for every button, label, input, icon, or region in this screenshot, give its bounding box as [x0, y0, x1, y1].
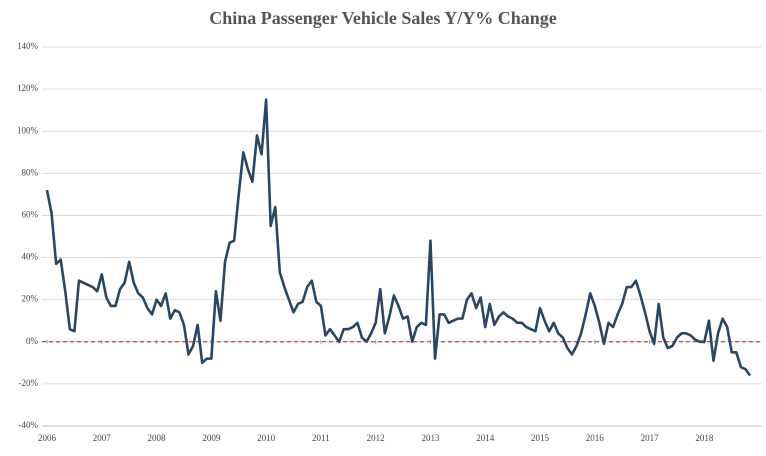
x-tick-label: 2017	[641, 433, 660, 443]
x-tick-label: 2008	[148, 433, 167, 443]
y-tick-label: -40%	[19, 420, 39, 430]
x-tick-label: 2011	[312, 433, 330, 443]
y-tick-label: 120%	[17, 83, 39, 93]
x-tick-label: 2018	[695, 433, 714, 443]
x-tick-label: 2007	[93, 433, 112, 443]
y-tick-label: 40%	[22, 252, 39, 262]
x-tick-label: 2016	[586, 433, 605, 443]
chart-title: China Passenger Vehicle Sales Y/Y% Chang…	[209, 8, 557, 28]
x-tick-label: 2006	[38, 433, 57, 443]
x-tick-label: 2014	[476, 433, 495, 443]
x-tick-label: 2013	[421, 433, 440, 443]
y-tick-label: 60%	[22, 210, 39, 220]
x-tick-label: 2015	[531, 433, 550, 443]
x-tick-label: 2009	[202, 433, 221, 443]
y-tick-label: -20%	[19, 378, 39, 388]
y-tick-label: 0%	[26, 336, 39, 346]
x-tick-label: 2012	[367, 433, 385, 443]
x-tick-label: 2010	[257, 433, 276, 443]
y-tick-label: 140%	[17, 41, 39, 51]
y-tick-label: 80%	[22, 167, 39, 177]
data-line	[45, 98, 752, 377]
y-tick-label: 20%	[22, 294, 39, 304]
y-tick-label: 100%	[17, 125, 39, 135]
